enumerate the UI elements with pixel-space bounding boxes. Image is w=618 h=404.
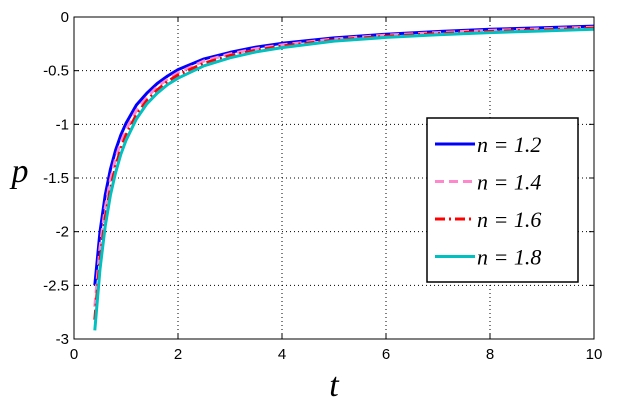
x-axis-title: t — [329, 367, 340, 404]
x-tick-label: 10 — [586, 346, 603, 363]
y-tick-label: 0 — [61, 9, 69, 26]
x-tick-label: 4 — [278, 346, 286, 363]
legend-label-0: n = 1.2 — [477, 132, 541, 157]
legend: n = 1.2 n = 1.4 n = 1.6 n = 1.8 — [426, 117, 579, 283]
legend-label-2: n = 1.6 — [477, 207, 541, 232]
y-tick-label: -1 — [56, 116, 69, 133]
y-tick-label: -0.5 — [43, 63, 69, 80]
x-tick-label: 8 — [486, 346, 494, 363]
legend-label-1: n = 1.4 — [477, 170, 541, 195]
x-tick-label: 6 — [382, 346, 390, 363]
tick-layer: 0 2 4 6 8 10 -3 -2.5 -2 -1.5 -1 -0.5 0 — [43, 9, 602, 363]
y-axis-title: p — [10, 153, 29, 190]
y-tick-label: -2 — [56, 224, 69, 241]
x-tick-label: 2 — [174, 346, 182, 363]
x-tick-label: 0 — [70, 346, 78, 363]
y-tick-label: -3 — [56, 331, 69, 348]
y-tick-label: -2.5 — [43, 277, 69, 294]
legend-label-3: n = 1.8 — [477, 245, 541, 270]
series-layer — [93, 24, 595, 331]
series-line-3 — [93, 27, 595, 331]
y-tick-label: -1.5 — [43, 170, 69, 187]
